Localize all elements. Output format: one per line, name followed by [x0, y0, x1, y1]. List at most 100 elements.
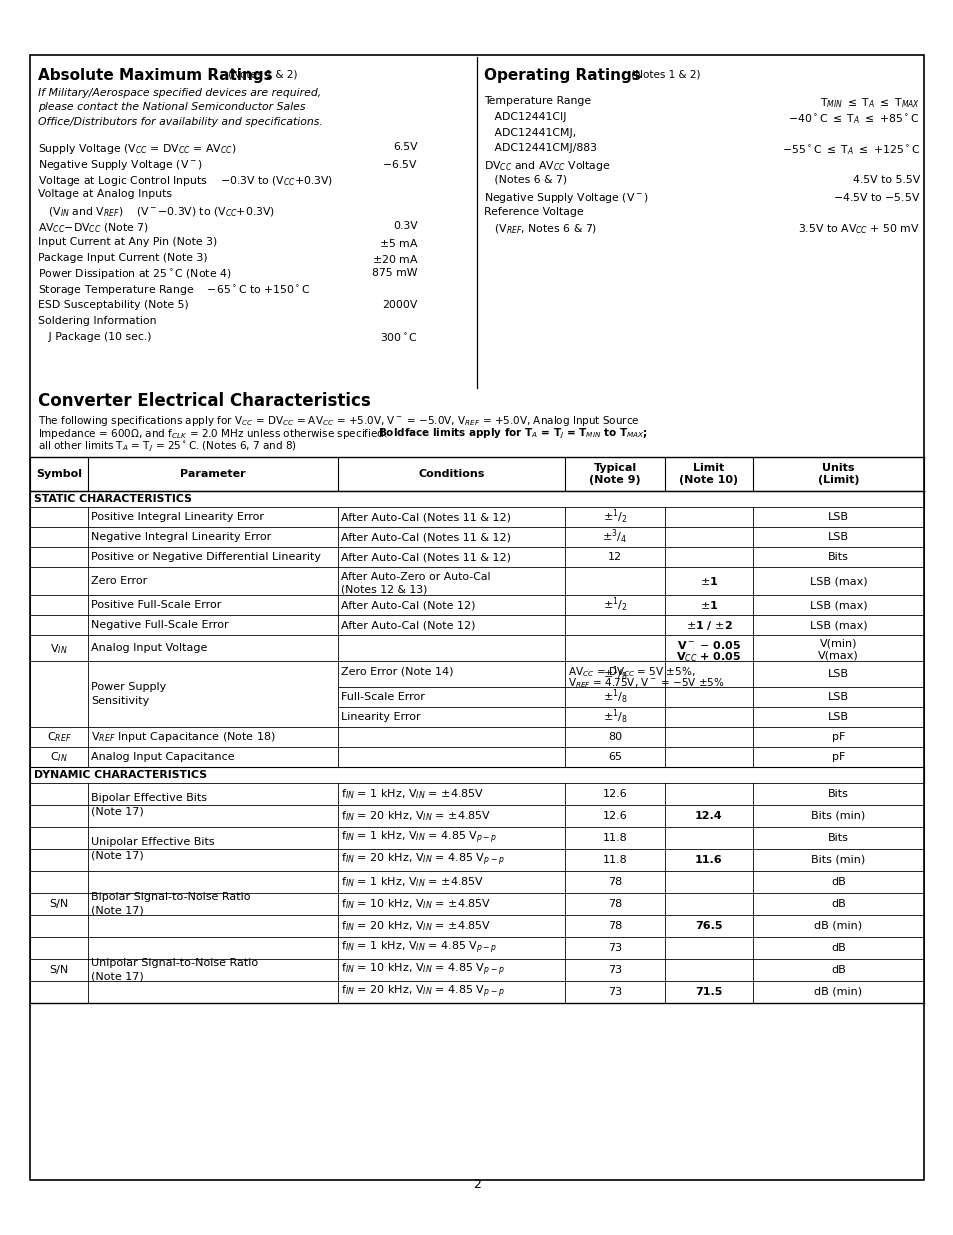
Text: Zero Error: Zero Error — [91, 576, 147, 585]
Text: Unipolar Signal-to-Noise Ratio
(Note 17): Unipolar Signal-to-Noise Ratio (Note 17) — [91, 958, 258, 982]
Text: Linearity Error: Linearity Error — [340, 713, 420, 722]
Text: $\pm$$^1$/$_2$: $\pm$$^1$/$_2$ — [602, 508, 627, 526]
Text: S/N: S/N — [50, 899, 69, 909]
Text: 65: 65 — [607, 752, 621, 762]
Text: S/N: S/N — [50, 965, 69, 974]
Text: 71.5: 71.5 — [695, 987, 722, 997]
Text: Bits: Bits — [827, 789, 848, 799]
Text: LSB: LSB — [827, 669, 848, 679]
Text: Symbol: Symbol — [36, 469, 82, 479]
Text: (Notes 6 & 7): (Notes 6 & 7) — [483, 175, 566, 185]
Text: f$_{IN}$ = 1 kHz, V$_{IN}$ = 4.85 V$_{p-p}$: f$_{IN}$ = 1 kHz, V$_{IN}$ = 4.85 V$_{p-… — [340, 830, 497, 846]
Text: C$_{IN}$: C$_{IN}$ — [51, 750, 68, 764]
Text: dB: dB — [830, 899, 845, 909]
Text: Supply Voltage (V$_{CC}$ = DV$_{CC}$ = AV$_{CC}$): Supply Voltage (V$_{CC}$ = DV$_{CC}$ = A… — [38, 142, 236, 156]
Text: DV$_{CC}$ and AV$_{CC}$ Voltage: DV$_{CC}$ and AV$_{CC}$ Voltage — [483, 159, 610, 173]
Text: Unipolar Effective Bits
(Note 17): Unipolar Effective Bits (Note 17) — [91, 837, 214, 861]
Text: 875 mW: 875 mW — [372, 268, 417, 278]
Text: Limit
(Note 10): Limit (Note 10) — [679, 463, 738, 485]
Text: V$_{REF}$ = 4.75V, V$^-$ = $-$5V $\pm$5%: V$_{REF}$ = 4.75V, V$^-$ = $-$5V $\pm$5% — [567, 676, 724, 690]
Text: Bits: Bits — [827, 552, 848, 562]
Text: $\pm$$^1$/$_8$: $\pm$$^1$/$_8$ — [602, 708, 627, 726]
Text: Package Input Current (Note 3): Package Input Current (Note 3) — [38, 253, 208, 263]
Text: LSB (max): LSB (max) — [809, 620, 866, 630]
Text: $-$6.5V: $-$6.5V — [382, 158, 417, 169]
Text: 4.5V to 5.5V: 4.5V to 5.5V — [852, 175, 919, 185]
Text: f$_{IN}$ = 1 kHz, V$_{IN}$ = $\pm$4.85V: f$_{IN}$ = 1 kHz, V$_{IN}$ = $\pm$4.85V — [340, 787, 483, 802]
Text: 12.6: 12.6 — [602, 811, 627, 821]
Text: 80: 80 — [607, 732, 621, 742]
Text: 78: 78 — [607, 899, 621, 909]
Text: LSB (max): LSB (max) — [809, 576, 866, 585]
Text: 2000V: 2000V — [382, 300, 417, 310]
Text: dB: dB — [830, 965, 845, 974]
Text: Negative Integral Linearity Error: Negative Integral Linearity Error — [91, 532, 271, 542]
Text: Negative Supply Voltage (V$^-$): Negative Supply Voltage (V$^-$) — [38, 158, 202, 172]
Text: ADC12441CMJ,: ADC12441CMJ, — [483, 127, 576, 137]
Text: 11.6: 11.6 — [695, 855, 722, 864]
Text: Bits (min): Bits (min) — [810, 811, 864, 821]
Text: V$^-$ $-$ 0.05: V$^-$ $-$ 0.05 — [677, 638, 740, 651]
Text: Power Dissipation at 25$^\circ$C (Note 4): Power Dissipation at 25$^\circ$C (Note 4… — [38, 268, 232, 283]
Text: 12: 12 — [607, 552, 621, 562]
Text: After Auto-Cal (Note 12): After Auto-Cal (Note 12) — [340, 600, 475, 610]
Text: T$_{MIN}$ $\leq$ T$_A$ $\leq$ T$_{MAX}$: T$_{MIN}$ $\leq$ T$_A$ $\leq$ T$_{MAX}$ — [819, 96, 919, 110]
Text: V$_{IN}$: V$_{IN}$ — [51, 642, 68, 656]
Text: $\pm$$^1$/$_2$: $\pm$$^1$/$_2$ — [602, 595, 627, 614]
Text: 11.8: 11.8 — [602, 855, 627, 864]
Text: $-$4.5V to $-$5.5V: $-$4.5V to $-$5.5V — [832, 190, 919, 203]
Text: LSB: LSB — [827, 713, 848, 722]
Text: $\pm$$^3$/$_4$: $\pm$$^3$/$_4$ — [602, 527, 627, 546]
Text: Impedance = 600$\Omega$, and f$_{CLK}$ = 2.0 MHz unless otherwise specified.: Impedance = 600$\Omega$, and f$_{CLK}$ =… — [38, 427, 388, 441]
Text: Operating Ratings: Operating Ratings — [483, 68, 640, 83]
Text: Absolute Maximum Ratings: Absolute Maximum Ratings — [38, 68, 273, 83]
Text: (V$_{IN}$ and V$_{REF}$)    (V$^-$$-$0.3V) to (V$_{CC}$+0.3V): (V$_{IN}$ and V$_{REF}$) (V$^-$$-$0.3V) … — [38, 205, 274, 219]
Text: Typical
(Note 9): Typical (Note 9) — [589, 463, 640, 485]
Text: LSB (max): LSB (max) — [809, 600, 866, 610]
Text: 300$^\circ$C: 300$^\circ$C — [379, 332, 417, 343]
Text: 0.3V: 0.3V — [393, 221, 417, 231]
Text: V(min): V(min) — [819, 638, 857, 650]
Text: dB: dB — [830, 944, 845, 953]
Text: 78: 78 — [607, 921, 621, 931]
Text: If Military/Aerospace specified devices are required,
please contact the Nationa: If Military/Aerospace specified devices … — [38, 88, 322, 127]
Text: ESD Susceptability (Note 5): ESD Susceptability (Note 5) — [38, 300, 189, 310]
Text: Parameter: Parameter — [180, 469, 246, 479]
Text: Analog Input Voltage: Analog Input Voltage — [91, 643, 207, 653]
Text: AV$_{CC}$ = DV$_{CC}$ = 5V $\pm$5%,: AV$_{CC}$ = DV$_{CC}$ = 5V $\pm$5%, — [567, 664, 695, 679]
Text: C$_{REF}$: C$_{REF}$ — [47, 730, 71, 743]
Text: Temperature Range: Temperature Range — [483, 96, 591, 106]
Text: all other limits T$_A$ = T$_J$ = 25$^\circ$C. (Notes 6, 7 and 8): all other limits T$_A$ = T$_J$ = 25$^\ci… — [38, 440, 296, 454]
Text: After Auto-Cal (Notes 11 & 12): After Auto-Cal (Notes 11 & 12) — [340, 513, 511, 522]
Text: $\pm$$^1$/$_8$: $\pm$$^1$/$_8$ — [602, 664, 627, 683]
Text: dB (min): dB (min) — [814, 987, 862, 997]
Text: Bits (min): Bits (min) — [810, 855, 864, 864]
Text: $-$40$^\circ$C $\leq$ T$_A$ $\leq$ +85$^\circ$C: $-$40$^\circ$C $\leq$ T$_A$ $\leq$ +85$^… — [787, 112, 919, 126]
Text: $\pm$5 mA: $\pm$5 mA — [378, 237, 417, 248]
Text: 12.4: 12.4 — [695, 811, 722, 821]
Text: 73: 73 — [607, 965, 621, 974]
Text: After Auto-Cal (Notes 11 & 12): After Auto-Cal (Notes 11 & 12) — [340, 532, 511, 542]
Text: 6.5V: 6.5V — [393, 142, 417, 152]
Text: 11.8: 11.8 — [602, 832, 627, 844]
Text: Soldering Information: Soldering Information — [38, 316, 156, 326]
Text: Positive Full-Scale Error: Positive Full-Scale Error — [91, 600, 221, 610]
Text: Positive Integral Linearity Error: Positive Integral Linearity Error — [91, 513, 264, 522]
Text: DYNAMIC CHARACTERISTICS: DYNAMIC CHARACTERISTICS — [34, 769, 207, 781]
Text: f$_{IN}$ = 20 kHz, V$_{IN}$ = 4.85 V$_{p-p}$: f$_{IN}$ = 20 kHz, V$_{IN}$ = 4.85 V$_{p… — [340, 852, 504, 868]
Text: 73: 73 — [607, 944, 621, 953]
Text: LSB: LSB — [827, 692, 848, 701]
Text: f$_{IN}$ = 20 kHz, V$_{IN}$ = $\pm$4.85V: f$_{IN}$ = 20 kHz, V$_{IN}$ = $\pm$4.85V — [340, 809, 491, 823]
Text: Storage Temperature Range    $-$65$^\circ$C to +150$^\circ$C: Storage Temperature Range $-$65$^\circ$C… — [38, 284, 310, 299]
Text: V$_{CC}$ + 0.05: V$_{CC}$ + 0.05 — [676, 650, 741, 663]
Text: pF: pF — [831, 752, 844, 762]
Text: 73: 73 — [607, 987, 621, 997]
Text: Voltage at Logic Control Inputs    $-$0.3V to (V$_{CC}$+0.3V): Voltage at Logic Control Inputs $-$0.3V … — [38, 174, 333, 188]
Text: f$_{IN}$ = 20 kHz, V$_{IN}$ = 4.85 V$_{p-p}$: f$_{IN}$ = 20 kHz, V$_{IN}$ = 4.85 V$_{p… — [340, 984, 504, 1000]
Text: f$_{IN}$ = 20 kHz, V$_{IN}$ = $\pm$4.85V: f$_{IN}$ = 20 kHz, V$_{IN}$ = $\pm$4.85V — [340, 919, 491, 932]
Text: (V$_{REF}$, Notes 6 & 7): (V$_{REF}$, Notes 6 & 7) — [483, 222, 597, 236]
Text: (Notes 12 & 13): (Notes 12 & 13) — [340, 584, 427, 594]
Text: 76.5: 76.5 — [695, 921, 722, 931]
Text: V$_{REF}$ Input Capacitance (Note 18): V$_{REF}$ Input Capacitance (Note 18) — [91, 730, 275, 743]
Text: 12.6: 12.6 — [602, 789, 627, 799]
